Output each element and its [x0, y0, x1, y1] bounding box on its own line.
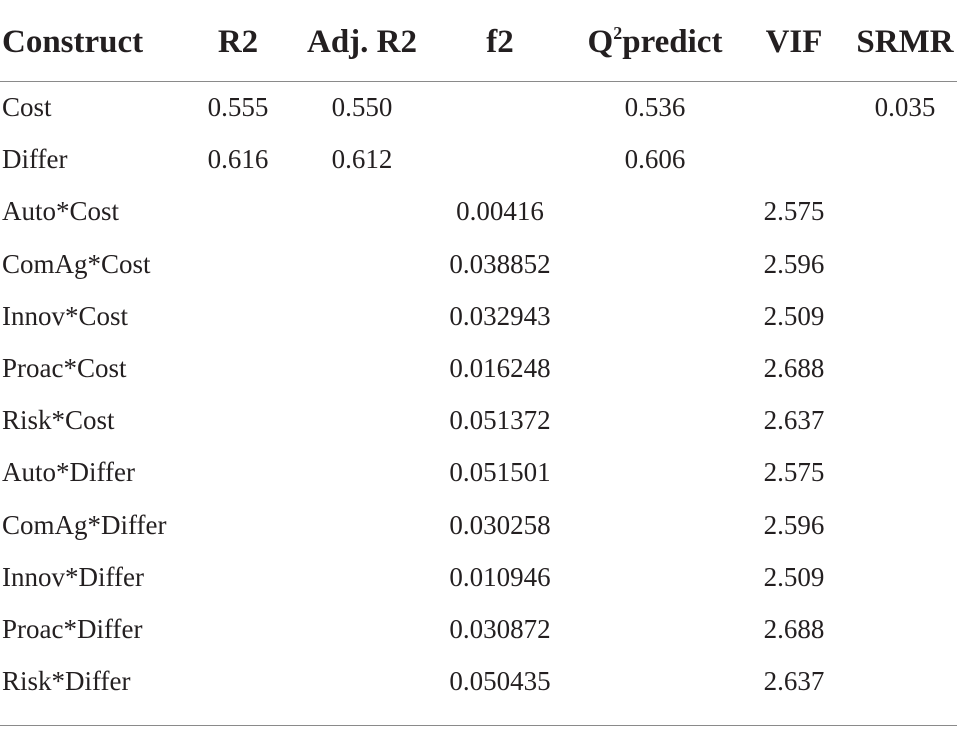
header-r2: R2	[217, 24, 259, 60]
table-row: Proac*Differ 0.030872 2.688	[0, 612, 957, 664]
cell-construct: Cost	[2, 92, 52, 122]
header-adj-r2: Adj. R2	[306, 24, 417, 60]
header-divider	[0, 81, 957, 82]
table-row: Innov*Cost 0.032943 2.509	[0, 299, 957, 351]
cell-vif: 2.637	[763, 405, 825, 436]
cell-q2predict: 0.606	[624, 144, 686, 175]
cell-f2: 0.030872	[449, 613, 551, 644]
cell-vif: 2.637	[763, 666, 825, 697]
table-row: Risk*Cost 0.051372 2.637	[0, 403, 957, 455]
cell-q2predict: 0.536	[624, 92, 686, 122]
table-row: ComAg*Cost 0.038852 2.596	[0, 247, 957, 299]
cell-r2: 0.616	[207, 144, 269, 175]
cell-vif: 2.688	[763, 352, 825, 383]
header-q2-rest: predict	[622, 24, 723, 60]
cell-f2: 0.00416	[456, 196, 544, 227]
table-row: Innov*Differ 0.010946 2.509	[0, 560, 957, 612]
cell-vif: 2.596	[763, 248, 825, 279]
header-srmr: SRMR	[856, 24, 954, 60]
table-row: Auto*Differ 0.051501 2.575	[0, 455, 957, 507]
cell-f2: 0.050435	[449, 666, 551, 697]
table-header-row: Construct R2 Adj. R2 f2 Q2predict VIF SR…	[0, 18, 957, 66]
cell-f2: 0.010946	[449, 561, 551, 592]
cell-vif: 2.575	[763, 457, 825, 488]
cell-vif: 2.575	[763, 196, 825, 227]
header-construct: Construct	[2, 24, 144, 60]
table-row: ComAg*Differ 0.030258 2.596	[0, 508, 957, 560]
cell-construct: Risk*Cost	[2, 405, 115, 436]
cell-r2: 0.555	[207, 92, 269, 122]
cell-construct: Proac*Cost	[2, 352, 127, 383]
header-f2: f2	[486, 24, 514, 60]
cell-f2: 0.016248	[449, 352, 551, 383]
table-bottom-rule	[0, 725, 957, 726]
cell-vif: 2.509	[763, 300, 825, 331]
cell-construct: Innov*Cost	[2, 300, 129, 331]
table-row: Risk*Differ 0.050435 2.637	[0, 664, 957, 716]
cell-adj-r2: 0.612	[331, 144, 393, 175]
cell-adj-r2: 0.550	[331, 92, 393, 122]
cell-construct: Differ	[2, 144, 68, 175]
cell-srmr: 0.035	[874, 92, 936, 122]
table-row: Proac*Cost 0.016248 2.688	[0, 351, 957, 403]
header-q2predict: Q2predict	[572, 18, 738, 70]
cell-vif: 2.509	[763, 561, 825, 592]
cell-f2: 0.051372	[449, 405, 551, 436]
table-row: Auto*Cost 0.00416 2.575	[0, 194, 957, 246]
cell-construct: Proac*Differ	[2, 613, 143, 644]
table-row: Differ 0.616 0.612 0.606	[0, 142, 957, 194]
header-vif: VIF	[765, 24, 823, 60]
cell-construct: ComAg*Cost	[2, 248, 151, 279]
cell-f2: 0.032943	[449, 300, 551, 331]
header-q2-letter: Q	[587, 24, 614, 60]
cell-construct: Innov*Differ	[2, 561, 144, 592]
cell-construct: Auto*Differ	[2, 457, 135, 488]
cell-construct: Risk*Differ	[2, 666, 131, 697]
cell-construct: Auto*Cost	[2, 196, 120, 227]
table-body: Cost 0.555 0.550 0.536 0.035 Differ 0.616 0.612…	[0, 90, 957, 716]
cell-f2: 0.051501	[449, 457, 551, 488]
table-row: Cost 0.555 0.550 0.536 0.035	[0, 90, 957, 142]
header-q2-superscript: 2	[613, 23, 623, 43]
cell-vif: 2.596	[763, 509, 825, 540]
cell-construct: ComAg*Differ	[2, 509, 167, 540]
cell-f2: 0.038852	[449, 248, 551, 279]
cell-f2: 0.030258	[449, 509, 551, 540]
cell-vif: 2.688	[763, 613, 825, 644]
